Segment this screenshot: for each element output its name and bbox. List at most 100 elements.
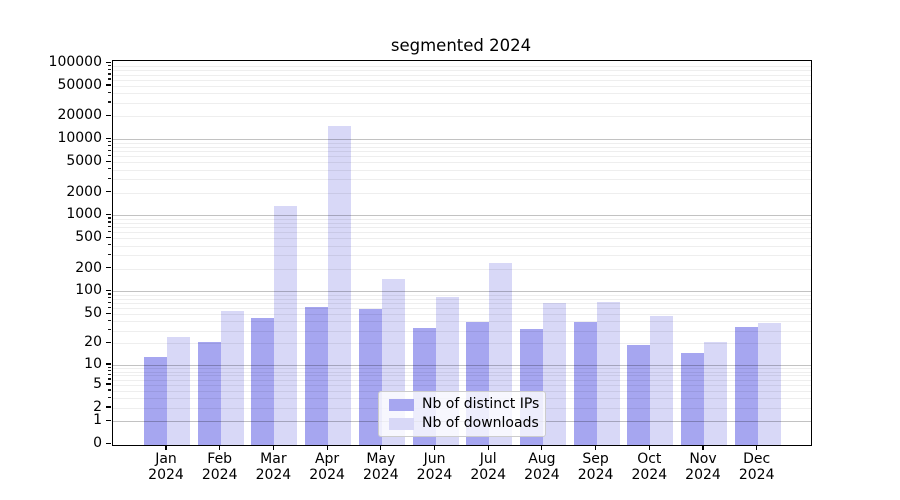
y-tick-label: 20000 — [57, 107, 102, 124]
y-tick-mark-minor — [108, 297, 111, 299]
y-tick-label: 10 — [84, 355, 102, 372]
y-tick-label: 1 — [93, 412, 102, 429]
gridline-major — [113, 364, 811, 366]
legend-label-distinct-ips: Nb of distinct IPs — [422, 396, 540, 412]
y-tick-mark — [106, 419, 111, 422]
gridline-minor — [113, 371, 811, 373]
y-tick-mark — [106, 191, 111, 193]
y-tick-mark — [106, 341, 111, 344]
gridline-minor — [113, 85, 811, 87]
y-tick-label: 2000 — [66, 183, 102, 200]
gridline-minor — [113, 379, 811, 381]
gridline-minor — [113, 162, 811, 164]
gridline-minor — [113, 93, 811, 95]
y-tick-mark — [106, 312, 111, 314]
y-tick-label: 5 — [93, 375, 102, 392]
gridline-minor — [113, 151, 811, 153]
y-tick-label: 10000 — [57, 130, 102, 147]
gridline-minor — [113, 245, 811, 247]
y-tick-mark-minor — [108, 68, 111, 71]
x-tick-label-oct: Oct 2024 — [631, 451, 668, 483]
bar-downloads-feb — [220, 310, 244, 445]
y-tick-mark-minor — [108, 221, 111, 223]
gridline-minor — [113, 321, 811, 323]
x-tick-label-feb: Feb 2024 — [201, 451, 238, 483]
x-tick-mark — [648, 444, 650, 450]
gridline-minor — [113, 74, 811, 76]
y-tick-label: 100000 — [48, 54, 102, 70]
gridline-minor — [113, 116, 811, 118]
x-tick-mark — [595, 444, 597, 450]
bar-distinct-ips-may — [358, 309, 382, 445]
x-tick-mark — [380, 444, 382, 450]
y-tick-label: 20 — [84, 334, 102, 351]
legend-swatch-distinct-ips — [389, 398, 414, 411]
y-tick-mark — [106, 267, 111, 269]
y-tick-mark-minor — [108, 329, 111, 331]
gridline-minor — [113, 384, 811, 386]
y-tick-mark — [106, 289, 111, 292]
y-tick-label: 50000 — [57, 76, 102, 93]
bar-downloads-apr — [328, 126, 352, 445]
y-tick-mark-minor — [108, 145, 111, 147]
y-tick-mark — [106, 61, 111, 63]
gridline-major — [113, 215, 811, 217]
x-tick-label-nov: Nov 2024 — [685, 451, 721, 483]
y-tick-mark-minor — [108, 306, 111, 308]
y-tick-mark-minor — [108, 217, 111, 219]
y-tick-mark-minor — [108, 319, 111, 321]
y-tick-mark-minor — [108, 244, 111, 246]
gridline-major — [113, 291, 811, 293]
x-tick-mark — [487, 444, 489, 450]
y-tick-mark — [106, 383, 111, 385]
gridline-minor — [113, 179, 811, 181]
y-tick-mark-minor — [108, 378, 111, 380]
bar-downloads-jan — [167, 336, 190, 445]
gridline-minor — [113, 314, 811, 316]
bar-distinct-ips-mar — [251, 317, 275, 445]
x-tick-mark — [219, 444, 221, 450]
bar-distinct-ips-jan — [144, 357, 167, 445]
y-tick-mark-minor — [108, 149, 111, 151]
x-tick-label-mar: Mar 2024 — [255, 451, 292, 483]
y-tick-mark-minor — [108, 168, 111, 170]
gridline-minor — [113, 146, 811, 148]
legend-item-downloads: Nb of downloads — [389, 415, 539, 431]
y-tick-mark-minor — [108, 91, 111, 94]
y-tick-mark-minor — [108, 396, 111, 399]
gridline-minor — [113, 303, 811, 305]
bar-distinct-ips-nov — [681, 352, 704, 445]
gridline-minor — [113, 192, 811, 194]
gridline-minor — [113, 330, 811, 332]
bar-distinct-ips-oct — [627, 345, 651, 445]
gridline-minor — [113, 222, 811, 224]
y-tick-mark-minor — [108, 154, 111, 156]
y-tick-label: 500 — [75, 229, 102, 246]
y-tick-mark — [106, 236, 111, 239]
y-tick-mark-minor — [108, 373, 111, 376]
x-tick-label-jan: Jan 2024 — [148, 451, 184, 483]
y-tick-label: 100 — [75, 282, 102, 299]
y-tick-mark — [106, 213, 111, 216]
bar-downloads-oct — [650, 315, 674, 445]
y-tick-mark — [106, 363, 111, 365]
y-tick-mark — [106, 84, 111, 86]
legend-label-downloads: Nb of downloads — [422, 415, 539, 431]
x-tick-mark — [702, 444, 704, 450]
y-tick-mark-minor — [108, 389, 111, 391]
x-tick-mark — [165, 444, 167, 450]
y-tick-mark — [106, 137, 111, 139]
y-tick-label: 2 — [93, 398, 102, 415]
gridline-minor — [113, 70, 811, 72]
gridline-minor — [113, 156, 811, 158]
y-tick-mark-minor — [108, 78, 111, 80]
gridline-minor — [113, 142, 811, 144]
gridline-minor — [113, 294, 811, 296]
y-tick-mark-minor — [108, 73, 111, 75]
gridline-minor — [113, 255, 811, 257]
y-tick-mark-minor — [108, 253, 111, 255]
y-tick-mark-minor — [108, 177, 111, 179]
x-tick-mark — [272, 444, 274, 450]
bar-downloads-aug — [542, 302, 566, 445]
